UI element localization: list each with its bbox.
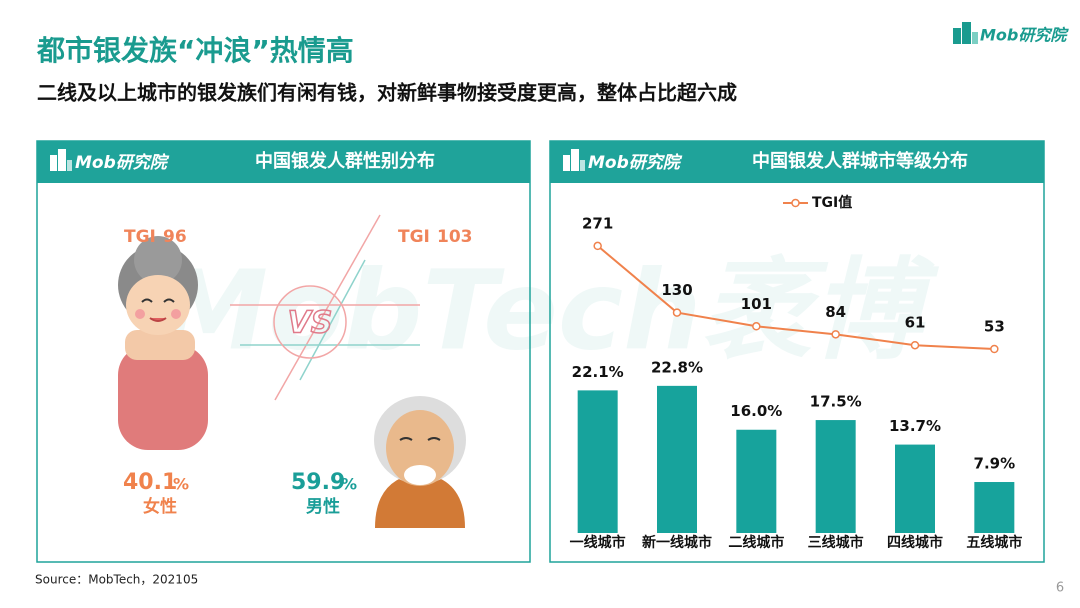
bar (815, 420, 856, 533)
bar-value-label: 7.9% (974, 455, 1016, 473)
vs-decoration: VS (230, 214, 420, 401)
bar-value-label: 13.7% (889, 417, 941, 435)
legend-label: TGI值 (812, 194, 852, 211)
bar-value-label: 17.5% (810, 393, 862, 411)
logo-icon (50, 149, 72, 171)
tgi-value-label: 271 (582, 214, 613, 232)
tgi-value: 103 (437, 227, 473, 247)
female-share-unit: % (173, 475, 189, 494)
logo: Mob研究院 (980, 26, 1069, 45)
tgi-value-label: 61 (905, 314, 926, 332)
bar-value-label: 22.8% (651, 358, 703, 376)
logo-icon (563, 149, 585, 171)
bar (895, 444, 935, 533)
panel-header (550, 141, 1044, 183)
tgi-label: TGI (124, 227, 156, 247)
tgi-value-label: 53 (984, 317, 1005, 335)
bar (736, 429, 777, 533)
logo-icon (953, 22, 978, 44)
bar (657, 385, 697, 533)
tgi-label: TGI (398, 227, 430, 247)
x-tick-label: 五线城市 (966, 534, 1022, 551)
male-share: 59.9 (291, 470, 345, 495)
legend-marker (791, 198, 800, 208)
x-tick-label: 四线城市 (887, 534, 943, 551)
tgi-value-label: 84 (825, 303, 846, 321)
male-share-unit: % (341, 475, 357, 494)
bar (577, 390, 618, 533)
tgi-marker (831, 330, 840, 339)
bar (974, 482, 1015, 533)
panel-logo: Mob研究院 (588, 153, 683, 173)
grandpa-illustration (374, 396, 466, 528)
grandma-illustration (118, 236, 208, 450)
page-number: 6 (1056, 581, 1064, 596)
tgi-marker (752, 322, 761, 331)
panel-title: 中国银发人群性别分布 (255, 150, 435, 172)
source: Source：MobTech，202105 (35, 573, 198, 587)
x-tick-label: 三线城市 (808, 534, 864, 551)
tgi-line (597, 245, 995, 350)
tgi-value-label: 101 (741, 295, 772, 313)
bar-value-label: 16.0% (730, 402, 782, 420)
tgi-value: 96 (163, 227, 187, 247)
svg-text:VS: VS (288, 306, 333, 341)
bar-value-label: 22.1% (572, 363, 624, 381)
x-tick-label: 一线城市 (570, 534, 626, 551)
female-name: 女性 (143, 496, 177, 517)
panel-header (37, 141, 530, 183)
female-share: 40.1 (123, 470, 177, 495)
tgi-marker (910, 340, 920, 350)
tgi-marker (593, 241, 602, 251)
watermark: MobTech袤博 (159, 246, 940, 374)
chart-title: 中国银发人群城市等级分布 (752, 150, 968, 172)
tgi-marker (672, 308, 682, 317)
tgi-marker (990, 344, 999, 354)
subtitle: 二线及以上城市的银发族们有闲有钱，对新鲜事物接受度更高，整体占比超六成 (37, 81, 737, 105)
x-tick-label: 新一线城市 (642, 534, 712, 551)
title: 都市银发族“冲浪”热情高 (36, 34, 354, 67)
panel-logo: Mob研究院 (75, 153, 170, 173)
x-tick-label: 二线城市 (728, 534, 784, 551)
tgi-value-label: 130 (661, 281, 692, 299)
male-name: 男性 (306, 496, 340, 517)
